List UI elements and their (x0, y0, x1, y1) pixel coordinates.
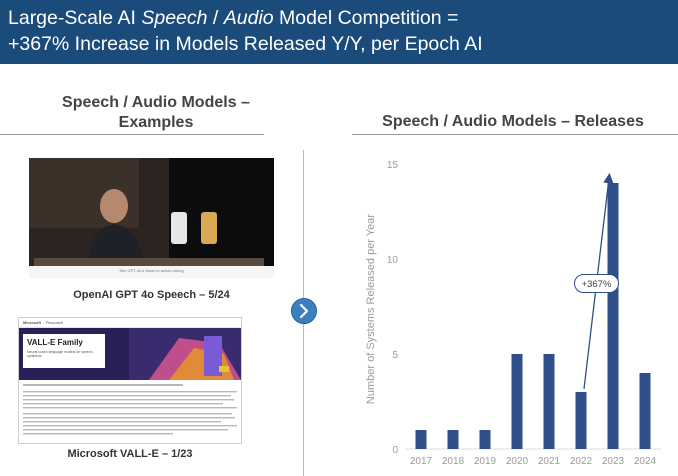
releases-bar-chart: Number of Systems Released per Year 0 5 10… (365, 160, 661, 467)
x-tick-label-2020: 2020 (506, 456, 529, 467)
next-button[interactable] (291, 298, 317, 324)
vall-e-nav-bar: Microsoft Research (19, 318, 241, 328)
x-tick-label-2023: 2023 (602, 456, 625, 467)
bar-2020 (511, 354, 523, 449)
vall-e-banner-subtitle: Neural codec language models for speech … (27, 350, 93, 358)
x-tick-label-2017: 2017 (410, 456, 433, 467)
vall-e-body-text (23, 384, 237, 435)
bar-2024 (639, 373, 651, 449)
right-title-rule (352, 134, 678, 135)
example1-caption: OpenAI GPT 4o Speech – 5/24 (73, 289, 230, 301)
x-tick-label-2018: 2018 (442, 456, 465, 467)
left-title-rule (0, 134, 264, 135)
y-tick-label: 15 (387, 160, 399, 171)
x-tick-label-2021: 2021 (538, 456, 561, 467)
x-tick-label-2019: 2019 (474, 456, 497, 467)
example2-caption: Microsoft VALL-E – 1/23 (67, 448, 193, 460)
gpt4o-demo-image: See GPT-4o's vision in action during (29, 158, 274, 278)
research-nav-label: Research (46, 320, 64, 325)
y-tick-label: 5 (392, 350, 398, 361)
x-tick-label-2024: 2024 (634, 456, 657, 467)
microsoft-logo-text: Microsoft (23, 320, 41, 325)
page-title-line1: Large-Scale AI Speech / Audio Model Comp… (8, 7, 459, 29)
growth-callout-bubble (574, 274, 619, 293)
vall-e-banner-title: VALL-E Family (27, 338, 83, 347)
y-tick-label: 10 (387, 255, 399, 266)
bar-2023 (607, 183, 619, 449)
bar-2018 (447, 430, 459, 449)
y-axis-label: Number of Systems Released per Year (365, 214, 377, 404)
bar-2021 (543, 354, 555, 449)
x-tick-label-2022: 2022 (570, 456, 593, 467)
title-banner: Large-Scale AI Speech / Audio Model Comp… (0, 0, 678, 64)
page-title-line2: +367% Increase in Models Released Y/Y, p… (8, 33, 483, 55)
chevron-right-icon (299, 303, 309, 319)
bar-2019 (479, 430, 491, 449)
bar-2017 (415, 430, 427, 449)
right-section-title: Speech / Audio Models – Releases (382, 113, 644, 130)
vall-e-webpage-image: Microsoft Research VALL-E Family Neural … (18, 317, 242, 444)
bar-2022 (575, 392, 587, 449)
vall-e-title-card: VALL-E Family Neural codec language mode… (23, 334, 105, 368)
left-section-title: Speech / Audio Models – Examples (62, 94, 250, 131)
y-tick-label: 0 (392, 445, 398, 456)
demo-subcaption: See GPT-4o's vision in action during (119, 268, 184, 273)
growth-callout-label: +367% (582, 279, 612, 290)
